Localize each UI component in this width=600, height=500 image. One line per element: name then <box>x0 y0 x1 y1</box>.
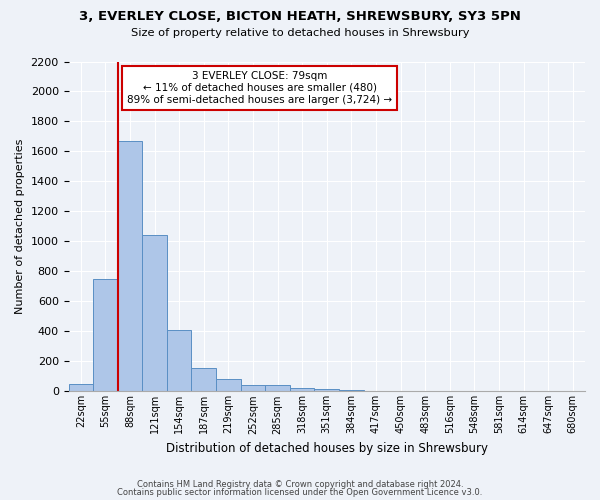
Bar <box>265 386 290 392</box>
Bar <box>142 236 167 392</box>
Bar <box>93 279 118 392</box>
Text: Contains HM Land Registry data © Crown copyright and database right 2024.: Contains HM Land Registry data © Crown c… <box>137 480 463 489</box>
Bar <box>216 380 241 392</box>
Bar <box>364 390 388 392</box>
Bar <box>167 330 191 392</box>
Bar <box>68 384 93 392</box>
Text: Size of property relative to detached houses in Shrewsbury: Size of property relative to detached ho… <box>131 28 469 38</box>
Bar <box>191 368 216 392</box>
Bar <box>290 388 314 392</box>
Bar <box>118 141 142 392</box>
Bar <box>314 389 339 392</box>
Text: 3 EVERLEY CLOSE: 79sqm
← 11% of detached houses are smaller (480)
89% of semi-de: 3 EVERLEY CLOSE: 79sqm ← 11% of detached… <box>127 72 392 104</box>
Y-axis label: Number of detached properties: Number of detached properties <box>15 139 25 314</box>
Bar <box>339 390 364 392</box>
Text: Contains public sector information licensed under the Open Government Licence v3: Contains public sector information licen… <box>118 488 482 497</box>
X-axis label: Distribution of detached houses by size in Shrewsbury: Distribution of detached houses by size … <box>166 442 488 455</box>
Text: 3, EVERLEY CLOSE, BICTON HEATH, SHREWSBURY, SY3 5PN: 3, EVERLEY CLOSE, BICTON HEATH, SHREWSBU… <box>79 10 521 23</box>
Bar <box>241 384 265 392</box>
